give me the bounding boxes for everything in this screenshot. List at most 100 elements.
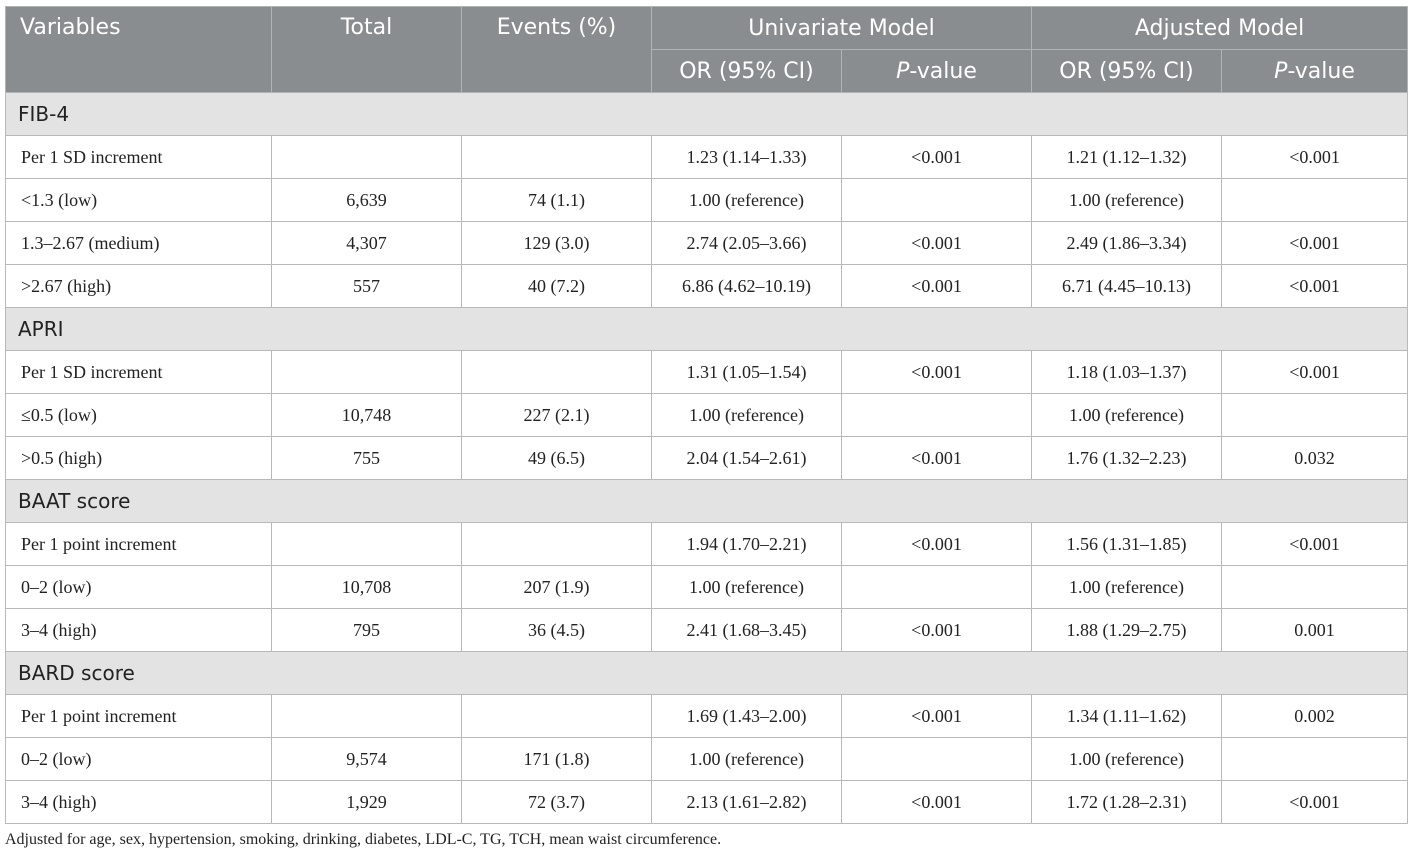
cell-univariate-or: 2.04 (1.54–2.61) [651, 436, 842, 480]
p-letter: P [896, 58, 910, 84]
cell-univariate-or: 1.94 (1.70–2.21) [651, 522, 842, 566]
cell-univariate-p: <0.001 [840, 221, 1033, 265]
header-variables: Variables [5, 6, 272, 93]
cell-total: 9,574 [271, 737, 462, 781]
header-adjusted-p: P-value [1221, 49, 1409, 93]
cell-adjusted-or: 1.72 (1.28–2.31) [1031, 780, 1223, 824]
cell-events [461, 694, 652, 738]
cell-total: 4,307 [271, 221, 462, 265]
cell-univariate-p: <0.001 [840, 522, 1033, 566]
cell-univariate-p: <0.001 [840, 780, 1033, 824]
row-label: 0–2 (low) [5, 565, 272, 609]
table-body: FIB-4 Per 1 SD increment 1.23 (1.14–1.33) <… [4, 92, 1409, 824]
row-label: <1.3 (low) [5, 178, 272, 222]
cell-adjusted-p: 0.001 [1221, 608, 1409, 652]
cell-adjusted-or: 1.00 (reference) [1031, 393, 1223, 437]
cell-total [271, 522, 462, 566]
cell-univariate-p: <0.001 [840, 436, 1033, 480]
table-footnote: Adjusted for age, sex, hypertension, smo… [5, 831, 722, 848]
cell-adjusted-or: 2.49 (1.86–3.34) [1031, 221, 1223, 265]
table-row: >2.67 (high) 557 40 (7.2) 6.86 (4.62–10.19)… [5, 264, 1409, 308]
cell-univariate-or: 2.74 (2.05–3.66) [651, 221, 842, 265]
row-label: 1.3–2.67 (medium) [5, 221, 272, 265]
row-label: 3–4 (high) [5, 608, 272, 652]
table-row: 0–2 (low) 9,574 171 (1.8) 1.00 (reference) 1… [5, 737, 1409, 781]
cell-adjusted-p [1221, 565, 1409, 609]
cell-univariate-or: 2.13 (1.61–2.82) [651, 780, 842, 824]
row-label: Per 1 SD increment [5, 350, 272, 394]
cell-adjusted-p: <0.001 [1221, 221, 1409, 265]
cell-adjusted-or: 6.71 (4.45–10.13) [1031, 264, 1223, 308]
cell-adjusted-p: <0.001 [1221, 780, 1409, 824]
row-label: ≤0.5 (low) [5, 393, 272, 437]
cell-events: 171 (1.8) [461, 737, 652, 781]
section-title: FIB-4 [4, 92, 1409, 136]
section-row: APRI [4, 307, 1409, 351]
cell-univariate-or: 1.69 (1.43–2.00) [651, 694, 842, 738]
cell-univariate-or: 1.31 (1.05–1.54) [651, 350, 842, 394]
cell-adjusted-p [1221, 737, 1409, 781]
cell-events [461, 522, 652, 566]
cell-events: 207 (1.9) [461, 565, 652, 609]
cell-univariate-or: 1.00 (reference) [651, 737, 842, 781]
cell-adjusted-or: 1.00 (reference) [1031, 178, 1223, 222]
cell-univariate-or: 1.00 (reference) [651, 565, 842, 609]
cell-total: 795 [271, 608, 462, 652]
table-row: Per 1 point increment 1.94 (1.70–2.21) <0.… [5, 522, 1409, 566]
cell-total: 755 [271, 436, 462, 480]
cell-events: 227 (2.1) [461, 393, 652, 437]
cell-total [271, 694, 462, 738]
cell-total [271, 350, 462, 394]
header-univariate-p: P-value [840, 49, 1033, 93]
cell-total: 10,708 [271, 565, 462, 609]
section-title: BARD score [4, 651, 1409, 695]
p-suffix: -value [1287, 58, 1355, 84]
table-row: 3–4 (high) 795 36 (4.5) 2.41 (1.68–3.45) <0.… [5, 608, 1409, 652]
section-row: BARD score [4, 651, 1409, 695]
cell-events: 129 (3.0) [461, 221, 652, 265]
cell-adjusted-p [1221, 393, 1409, 437]
p-suffix: -value [909, 58, 977, 84]
results-table: Variables Total Events (%) Univariate Mo… [4, 6, 1409, 824]
section-row: BAAT score [4, 479, 1409, 523]
table-row: 0–2 (low) 10,708 207 (1.9) 1.00 (reference)… [5, 565, 1409, 609]
cell-total: 1,929 [271, 780, 462, 824]
cell-univariate-or: 1.00 (reference) [651, 178, 842, 222]
section-title: APRI [4, 307, 1409, 351]
cell-univariate-p: <0.001 [840, 350, 1033, 394]
header-events: Events (%) [461, 6, 652, 93]
cell-adjusted-or: 1.21 (1.12–1.32) [1031, 135, 1223, 179]
cell-adjusted-p: <0.001 [1221, 522, 1409, 566]
cell-adjusted-p [1221, 178, 1409, 222]
cell-univariate-p [840, 737, 1033, 781]
row-label: >2.67 (high) [5, 264, 272, 308]
table-row: ≤0.5 (low) 10,748 227 (2.1) 1.00 (reference… [5, 393, 1409, 437]
row-label: 3–4 (high) [5, 780, 272, 824]
p-letter: P [1274, 58, 1288, 84]
cell-adjusted-or: 1.00 (reference) [1031, 565, 1223, 609]
cell-events [461, 135, 652, 179]
section-title: BAAT score [4, 479, 1409, 523]
cell-univariate-p: <0.001 [840, 264, 1033, 308]
header-adjusted-or: OR (95% CI) [1031, 49, 1223, 93]
cell-adjusted-p: 0.032 [1221, 436, 1409, 480]
cell-total [271, 135, 462, 179]
table-row: Per 1 SD increment 1.31 (1.05–1.54) <0.001… [5, 350, 1409, 394]
results-table-container: Variables Total Events (%) Univariate Mo… [4, 6, 1409, 824]
table-row: 3–4 (high) 1,929 72 (3.7) 2.13 (1.61–2.82) <… [5, 780, 1409, 824]
cell-univariate-p [840, 178, 1033, 222]
cell-univariate-or: 1.00 (reference) [651, 393, 842, 437]
cell-adjusted-or: 1.00 (reference) [1031, 737, 1223, 781]
cell-total: 557 [271, 264, 462, 308]
cell-adjusted-p: <0.001 [1221, 350, 1409, 394]
table-row: >0.5 (high) 755 49 (6.5) 2.04 (1.54–2.61) <0… [5, 436, 1409, 480]
cell-events: 40 (7.2) [461, 264, 652, 308]
header-total: Total [271, 6, 462, 93]
row-label: 0–2 (low) [5, 737, 272, 781]
table-row: Per 1 SD increment 1.23 (1.14–1.33) <0.001… [5, 135, 1409, 179]
table-header: Variables Total Events (%) Univariate Mo… [5, 6, 1409, 93]
cell-univariate-p [840, 393, 1033, 437]
cell-adjusted-or: 1.34 (1.11–1.62) [1031, 694, 1223, 738]
cell-adjusted-or: 1.18 (1.03–1.37) [1031, 350, 1223, 394]
header-adjusted-model: Adjusted Model [1031, 6, 1409, 50]
